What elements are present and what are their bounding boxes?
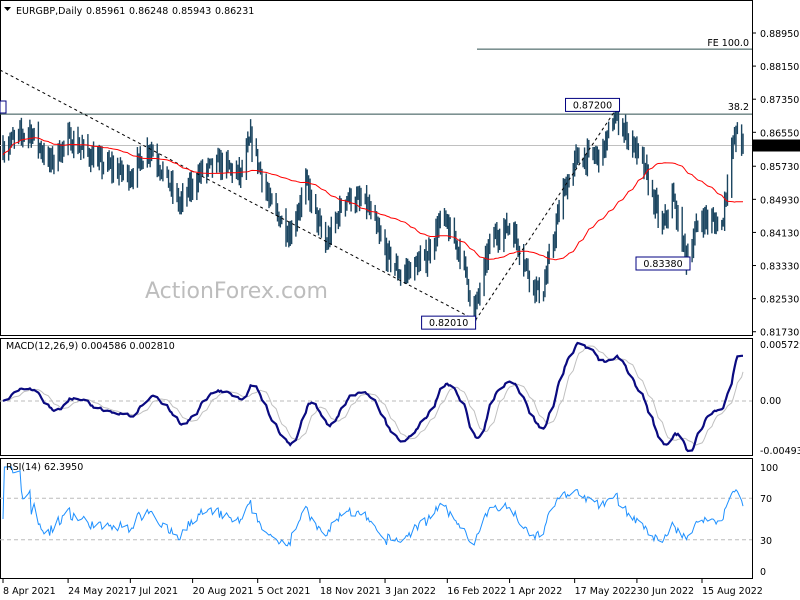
price-axis-label: 0.81730 [760,328,799,339]
low2-label-box [635,256,691,271]
current-price-label: 0.86231 [757,141,796,152]
chart-symbol: EURGBP,Daily [16,6,83,17]
fib-38-2-label: 38.2 [728,102,749,113]
main-panel [0,0,753,336]
date-axis-label: 7 Jul 2021 [130,586,178,597]
ohlc-open: 0.85961 [86,6,125,17]
macd-axis-label: 0.005729 [760,340,800,351]
price-axis-label: 0.87350 [760,95,799,106]
date-axis-label: 17 May 2022 [575,586,637,597]
macd-panel [0,338,753,456]
macd-axis-label: -0.00493 [760,446,800,457]
high-label: 0.87200 [573,100,612,111]
price-axis-label: 0.84930 [760,195,799,206]
high-label-box [565,97,621,112]
rsi-axis-label: 30 [760,536,772,547]
fe-100-label: FE 100.0 [707,38,749,49]
date-axis-label: 3 Jan 2022 [385,586,436,597]
watermark: ActionForex.com [145,279,328,304]
date-axis-label: 18 Nov 2021 [320,586,381,597]
collapse-triangle-icon[interactable] [4,7,11,11]
price-axis-label: 0.84130 [760,228,799,239]
date-axis-label: 15 Aug 2022 [702,586,763,597]
rsi-panel [0,458,753,579]
macd-line [2,341,743,453]
low2-label: 0.83380 [643,259,682,270]
macd-title: MACD(12,26,9) 0.004586 0.002810 [6,341,175,352]
date-axis-label: 30 Jun 2022 [637,586,694,597]
price-axis-label: 0.88150 [760,62,799,73]
ohlc-high: 0.86248 [129,6,168,17]
date-axis-label: 1 Apr 2022 [510,586,563,597]
rsi-axis-label: 100 [760,463,778,474]
macd-axis-label: 0.00 [760,396,781,407]
rsi-title: RSI(14) 62.3950 [6,462,83,473]
date-axis-label: 8 Apr 2021 [3,586,56,597]
price-axis-label: 0.85730 [760,162,799,173]
date-axis-label: 20 Aug 2021 [193,586,254,597]
date-axis-label: 16 Feb 2022 [447,586,506,597]
macd-signal-line [2,345,744,446]
price-axis-label: 0.83330 [760,262,799,273]
trendline-up [475,105,619,321]
clipped-label-box [0,100,7,114]
price-axis-label: 0.82530 [760,295,799,306]
date-axis-label: 24 May 2021 [68,586,130,597]
moving-average-line [2,137,744,261]
price-axis-label: 0.88950 [760,29,799,40]
low-label-box [421,315,477,330]
ohlc-low: 0.85943 [172,6,211,17]
current-price-tag [753,139,800,152]
rsi-line [2,466,744,547]
low-label: 0.82010 [429,318,468,329]
date-axis-label: 5 Oct 2021 [258,586,311,597]
ohlc-close: 0.86231 [215,6,254,17]
rsi-axis-label: 0 [760,567,766,578]
rsi-axis-label: 70 [760,494,772,505]
price-axis-label: 0.86550 [760,128,799,139]
